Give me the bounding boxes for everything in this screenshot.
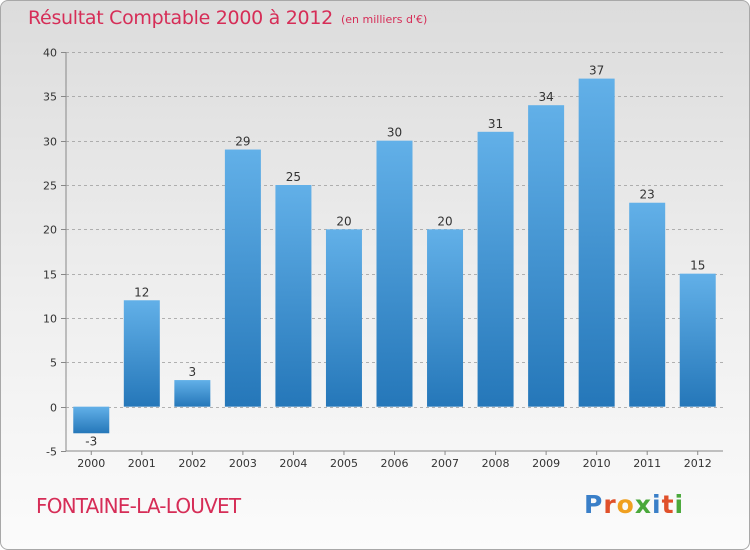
y-tick-label: 30 <box>43 136 57 149</box>
y-tick-label: 5 <box>50 357 57 370</box>
bar-2010 <box>578 78 615 407</box>
logo-letter: t <box>661 490 675 519</box>
logo-letter: o <box>616 490 635 519</box>
value-label-2001: 12 <box>134 285 149 299</box>
x-tick-label-2008: 2008 <box>482 457 510 470</box>
x-tick-label-2003: 2003 <box>229 457 257 470</box>
bar-2007 <box>427 229 464 407</box>
x-tick-label-2001: 2001 <box>128 457 156 470</box>
y-tick-label: 25 <box>43 180 57 193</box>
logo-letter: i <box>674 490 685 519</box>
value-label-2007: 20 <box>437 214 452 228</box>
y-tick-label: 10 <box>43 313 57 326</box>
value-label-2006: 30 <box>387 126 402 140</box>
logo-letter: r <box>603 490 617 519</box>
y-tick-label: 40 <box>43 47 57 60</box>
value-label-2009: 34 <box>538 90 553 104</box>
value-label-2012: 15 <box>690 259 705 273</box>
bar-2006 <box>376 140 413 407</box>
x-tick-label-2007: 2007 <box>431 457 459 470</box>
x-tick-label-2012: 2012 <box>684 457 712 470</box>
chart-subtitle: (en milliers d'€) <box>341 13 428 26</box>
x-tick-label-2002: 2002 <box>178 457 206 470</box>
x-tick-label-2011: 2011 <box>633 457 661 470</box>
y-tick-label: 35 <box>43 91 57 104</box>
x-tick-label-2009: 2009 <box>532 457 560 470</box>
y-tick-label: -5 <box>46 446 57 459</box>
x-tick-label-2000: 2000 <box>77 457 105 470</box>
value-label-2000: -3 <box>85 434 97 448</box>
bar-2009 <box>528 105 565 407</box>
value-label-2004: 25 <box>286 170 301 184</box>
bar-2008 <box>477 131 514 407</box>
chart-title: Résultat Comptable 2000 à 2012 <box>28 7 333 29</box>
bar-2005 <box>325 229 362 407</box>
bar-2004 <box>275 185 312 407</box>
bar-2003 <box>224 149 261 407</box>
x-tick-label-2004: 2004 <box>279 457 307 470</box>
y-tick-label: 0 <box>50 402 57 415</box>
value-label-2008: 31 <box>488 117 503 131</box>
value-label-2003: 29 <box>235 135 250 149</box>
bar-2011 <box>629 202 666 407</box>
y-tick-label: 15 <box>43 269 57 282</box>
logo-letter: i <box>652 490 662 519</box>
commune-name: FONTAINE-LA-LOUVET <box>36 494 241 518</box>
value-label-2011: 23 <box>640 188 655 202</box>
y-tick-label: 20 <box>43 224 57 237</box>
x-tick-label-2010: 2010 <box>583 457 611 470</box>
logo-letter: P <box>584 490 604 519</box>
value-label-2002: 3 <box>189 365 197 379</box>
bar-2001 <box>123 300 160 407</box>
bar-2000 <box>73 406 110 434</box>
logo-letter: x <box>634 490 652 519</box>
value-label-2010: 37 <box>589 64 604 78</box>
proxiti-logo[interactable]: Proxiti <box>584 490 684 519</box>
x-tick-label-2006: 2006 <box>381 457 409 470</box>
x-tick-label-2005: 2005 <box>330 457 358 470</box>
value-label-2005: 20 <box>336 214 351 228</box>
bar-2002 <box>174 380 211 407</box>
bar-2012 <box>679 273 716 407</box>
